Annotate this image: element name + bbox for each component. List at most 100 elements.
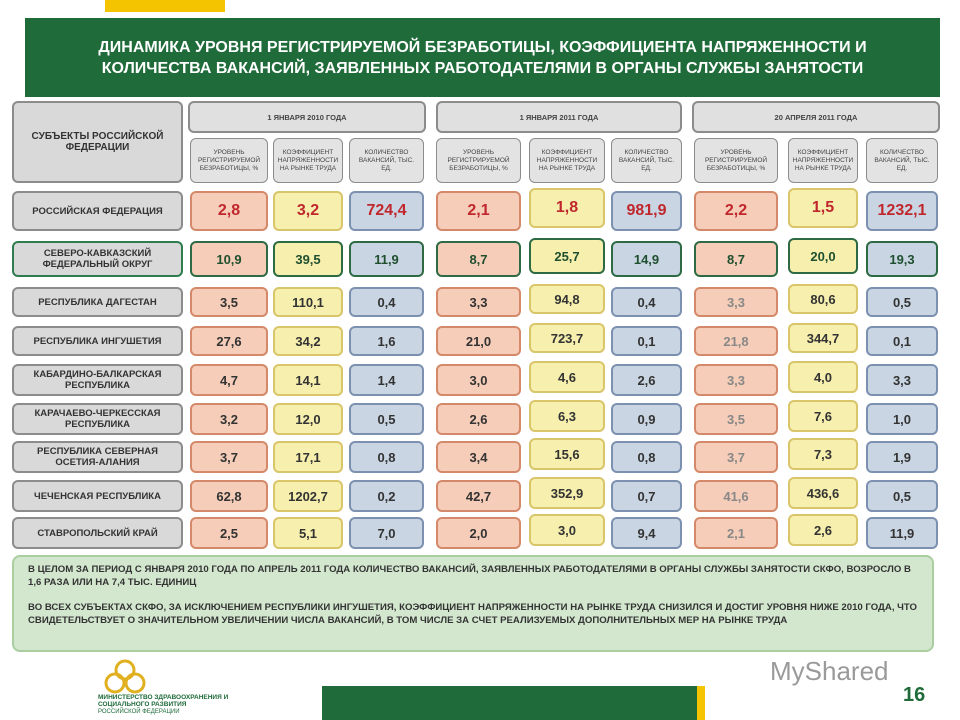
value-cell: 2,0 [436, 517, 521, 549]
column-header: КОЛИЧЕСТВО ВАКАНСИЙ, ТЫС. ЕД. [349, 138, 424, 183]
ministry-name: МИНИСТЕРСТВО ЗДРАВООХРАНЕНИЯ И СОЦИАЛЬНО… [98, 694, 229, 708]
column-header: КОЭФФИЦИЕНТ НАПРЯЖЕННОСТИ НА РЫНКЕ ТРУДА [529, 138, 605, 183]
value-cell: 3,7 [694, 441, 778, 473]
period-header: 1 ЯНВАРЯ 2010 ГОДА [188, 101, 426, 133]
logo [104, 659, 146, 694]
value-cell: 0,5 [866, 480, 938, 512]
value-cell: 21,0 [436, 326, 521, 356]
value-cell: 62,8 [190, 480, 268, 512]
value-cell: 3,3 [694, 287, 778, 317]
value-cell: 352,9 [529, 477, 605, 509]
value-cell: 12,0 [273, 403, 343, 435]
notes-box: В ЦЕЛОМ ЗА ПЕРИОД С ЯНВАРЯ 2010 ГОДА ПО … [12, 555, 934, 652]
period-header: 1 ЯНВАРЯ 2011 ГОДА [436, 101, 682, 133]
value-cell: 2,5 [190, 517, 268, 549]
value-cell: 0,7 [611, 480, 682, 512]
value-cell: 2,1 [694, 517, 778, 549]
value-cell: 17,1 [273, 441, 343, 473]
value-cell: 3,2 [273, 191, 343, 231]
region-name: СТАВРОПОЛЬСКИЙ КРАЙ [12, 517, 183, 549]
value-cell: 0,1 [866, 326, 938, 356]
value-cell: 0,8 [349, 441, 424, 473]
value-cell: 1,8 [529, 188, 605, 228]
column-header: УРОВЕНЬ РЕГИСТРИРУЕМОЙ БЕЗРАБОТИЦЫ, % [190, 138, 268, 183]
value-cell: 34,2 [273, 326, 343, 356]
value-cell: 7,0 [349, 517, 424, 549]
value-cell: 2,6 [788, 514, 858, 546]
value-cell: 14,9 [611, 241, 682, 277]
value-cell: 1232,1 [866, 191, 938, 231]
column-header: КОЛИЧЕСТВО ВАКАНСИЙ, ТЫС. ЕД. [611, 138, 682, 183]
region-name: ЧЕЧЕНСКАЯ РЕСПУБЛИКА [12, 480, 183, 512]
value-cell: 344,7 [788, 323, 858, 353]
value-cell: 14,1 [273, 364, 343, 396]
value-cell: 0,5 [349, 403, 424, 435]
value-cell: 3,5 [694, 403, 778, 435]
column-header: УРОВЕНЬ РЕГИСТРИРУЕМОЙ БЕЗРАБОТИЦЫ, % [436, 138, 521, 183]
value-cell: 3,3 [436, 287, 521, 317]
footer-bar [322, 686, 697, 720]
accent-bar [105, 0, 225, 12]
watermark: MyShared [770, 656, 889, 686]
value-cell: 1,0 [866, 403, 938, 435]
value-cell: 2,2 [694, 191, 778, 231]
value-cell: 3,7 [190, 441, 268, 473]
value-cell: 3,2 [190, 403, 268, 435]
footer-accent [697, 686, 705, 720]
region-name: КАБАРДИНО-БАЛКАРСКАЯ РЕСПУБЛИКА [12, 364, 183, 396]
value-cell: 27,6 [190, 326, 268, 356]
region-name: РЕСПУБЛИКА СЕВЕРНАЯ ОСЕТИЯ-АЛАНИЯ [12, 441, 183, 473]
value-cell: 724,4 [349, 191, 424, 231]
value-cell: 15,6 [529, 438, 605, 470]
value-cell: 2,6 [436, 403, 521, 435]
value-cell: 94,8 [529, 284, 605, 314]
value-cell: 0,2 [349, 480, 424, 512]
value-cell: 4,7 [190, 364, 268, 396]
note: ВО ВСЕХ СУБЪЕКТАХ СКФО, ЗА ИСКЛЮЧЕНИЕМ Р… [28, 602, 917, 626]
value-cell: 41,6 [694, 480, 778, 512]
value-cell: 1,9 [866, 441, 938, 473]
region-name: СЕВЕРО-КАВКАЗСКИЙ ФЕДЕРАЛЬНЫЙ ОКРУГ [12, 241, 183, 277]
value-cell: 0,1 [611, 326, 682, 356]
country-name: РОССИЙСКОЙ ФЕДЕРАЦИИ [98, 709, 180, 715]
value-cell: 21,8 [694, 326, 778, 356]
value-cell: 0,8 [611, 441, 682, 473]
value-cell: 3,3 [866, 364, 938, 396]
value-cell: 3,0 [436, 364, 521, 396]
value-cell: 7,3 [788, 438, 858, 470]
column-header: УРОВЕНЬ РЕГИСТРИРУЕМОЙ БЕЗРАБОТИЦЫ, % [694, 138, 778, 183]
value-cell: 0,4 [349, 287, 424, 317]
value-cell: 8,7 [694, 241, 778, 277]
value-cell: 7,6 [788, 400, 858, 432]
region-name: КАРАЧАЕВО-ЧЕРКЕССКАЯ РЕСПУБЛИКА [12, 403, 183, 435]
column-header: КОЭФФИЦИЕНТ НАПРЯЖЕННОСТИ НА РЫНКЕ ТРУДА [788, 138, 858, 183]
corner-header: СУБЪЕКТЫ РОССИЙСКОЙ ФЕДЕРАЦИИ [12, 101, 183, 183]
value-cell: 2,6 [611, 364, 682, 396]
value-cell: 3,3 [694, 364, 778, 396]
value-cell: 3,0 [529, 514, 605, 546]
region-name: РЕСПУБЛИКА ДАГЕСТАН [12, 287, 183, 317]
value-cell: 0,4 [611, 287, 682, 317]
column-header: КОЭФФИЦИЕНТ НАПРЯЖЕННОСТИ НА РЫНКЕ ТРУДА [273, 138, 343, 183]
value-cell: 110,1 [273, 287, 343, 317]
value-cell: 9,4 [611, 517, 682, 549]
value-cell: 10,9 [190, 241, 268, 277]
value-cell: 0,9 [611, 403, 682, 435]
value-cell: 1,4 [349, 364, 424, 396]
value-cell: 1202,7 [273, 480, 343, 512]
region-name: РЕСПУБЛИКА ИНГУШЕТИЯ [12, 326, 183, 356]
value-cell: 25,7 [529, 238, 605, 274]
value-cell: 436,6 [788, 477, 858, 509]
value-cell: 3,5 [190, 287, 268, 317]
value-cell: 11,9 [866, 517, 938, 549]
value-cell: 4,6 [529, 361, 605, 393]
note: В ЦЕЛОМ ЗА ПЕРИОД С ЯНВАРЯ 2010 ГОДА ПО … [28, 564, 911, 588]
slide-title: ДИНАМИКА УРОВНЯ РЕГИСТРИРУЕМОЙ БЕЗРАБОТИ… [25, 18, 940, 97]
value-cell: 39,5 [273, 241, 343, 277]
value-cell: 1,5 [788, 188, 858, 228]
value-cell: 80,6 [788, 284, 858, 314]
value-cell: 1,6 [349, 326, 424, 356]
value-cell: 6,3 [529, 400, 605, 432]
value-cell: 3,4 [436, 441, 521, 473]
